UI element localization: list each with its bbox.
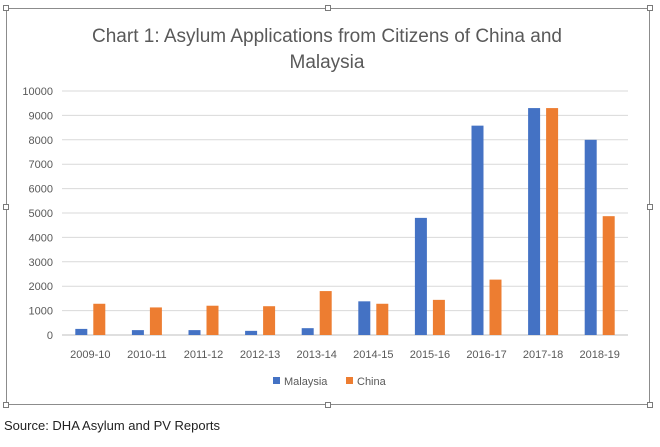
x-tick-label: 2015-16 [410, 349, 450, 361]
source-caption: Source: DHA Asylum and PV Reports [4, 418, 221, 433]
legend-swatch-china [346, 377, 353, 384]
bar-china-2009-10 [93, 303, 106, 335]
x-tick-label: 2012-13 [240, 349, 280, 361]
y-tick-label: 2000 [29, 281, 53, 293]
bar-malaysia-2014-15 [358, 301, 371, 335]
legend-label-malaysia: Malaysia [284, 376, 328, 388]
bar-china-2018-19 [602, 216, 615, 335]
bar-malaysia-2012-13 [245, 330, 258, 335]
y-axis-ticks: 0 1000 2000 3000 4000 5000 6000 7000 8000 9000 100… [22, 86, 53, 342]
x-tick-label: 2010-11 [127, 349, 167, 361]
x-tick-label: 2009-10 [70, 349, 110, 361]
x-axis-ticks: 2009-10 2010-11 2011-12 2012-13 2013-14 2014-… [70, 349, 620, 361]
y-tick-label: 7000 [29, 159, 53, 171]
x-tick-label: 2013-14 [297, 349, 337, 361]
bar-china-2016-17 [489, 279, 502, 335]
chart-frame[interactable] [3, 5, 653, 408]
resize-handle-middle-left[interactable] [3, 204, 9, 210]
bar-malaysia-2015-16 [414, 217, 427, 335]
resize-handle-middle-right[interactable] [647, 204, 653, 210]
legend: Malaysia China [273, 376, 387, 388]
bar-china-2014-15 [376, 303, 389, 335]
bar-china-2011-12 [206, 305, 219, 335]
chart-title-line-2: Malaysia [290, 52, 365, 73]
x-tick-label: 2011-12 [184, 349, 224, 361]
legend-swatch-malaysia [273, 377, 280, 384]
bar-malaysia-2017-18 [528, 108, 541, 335]
y-tick-label: 0 [47, 330, 53, 342]
resize-handle-bottom-right[interactable] [647, 402, 653, 408]
resize-handle-bottom-left[interactable] [3, 402, 9, 408]
bar-china-2012-13 [263, 306, 276, 335]
y-tick-label: 5000 [29, 208, 53, 220]
bar-malaysia-2016-17 [471, 125, 484, 335]
chart-title-line-1: Chart 1: Asylum Applications from Citize… [92, 26, 562, 47]
y-tick-label: 9000 [29, 110, 53, 122]
bars [75, 108, 615, 335]
bar-malaysia-2018-19 [584, 139, 597, 335]
resize-handle-top-right[interactable] [647, 5, 653, 11]
bar-china-2010-11 [149, 307, 162, 335]
y-tick-label: 4000 [29, 232, 53, 244]
bar-malaysia-2011-12 [188, 330, 201, 335]
y-tick-label: 3000 [29, 257, 53, 269]
bar-china-2017-18 [546, 108, 559, 335]
bar-malaysia-2013-14 [301, 328, 314, 335]
y-tick-label: 10000 [22, 86, 53, 98]
resize-handle-top-center[interactable] [325, 5, 331, 11]
bar-china-2013-14 [319, 291, 332, 335]
bar-china-2015-16 [432, 299, 445, 335]
x-tick-label: 2018-19 [580, 349, 620, 361]
y-tick-label: 6000 [29, 184, 53, 196]
x-tick-label: 2016-17 [466, 349, 506, 361]
resize-handle-top-left[interactable] [3, 5, 9, 11]
gridlines [62, 90, 628, 336]
y-tick-label: 8000 [29, 135, 53, 147]
y-tick-label: 1000 [29, 306, 53, 318]
x-tick-label: 2014-15 [353, 349, 393, 361]
resize-handle-bottom-center[interactable] [325, 402, 331, 408]
bar-malaysia-2009-10 [75, 328, 88, 335]
bar-malaysia-2010-11 [131, 330, 144, 335]
legend-label-china: China [357, 376, 387, 388]
x-tick-label: 2017-18 [523, 349, 563, 361]
